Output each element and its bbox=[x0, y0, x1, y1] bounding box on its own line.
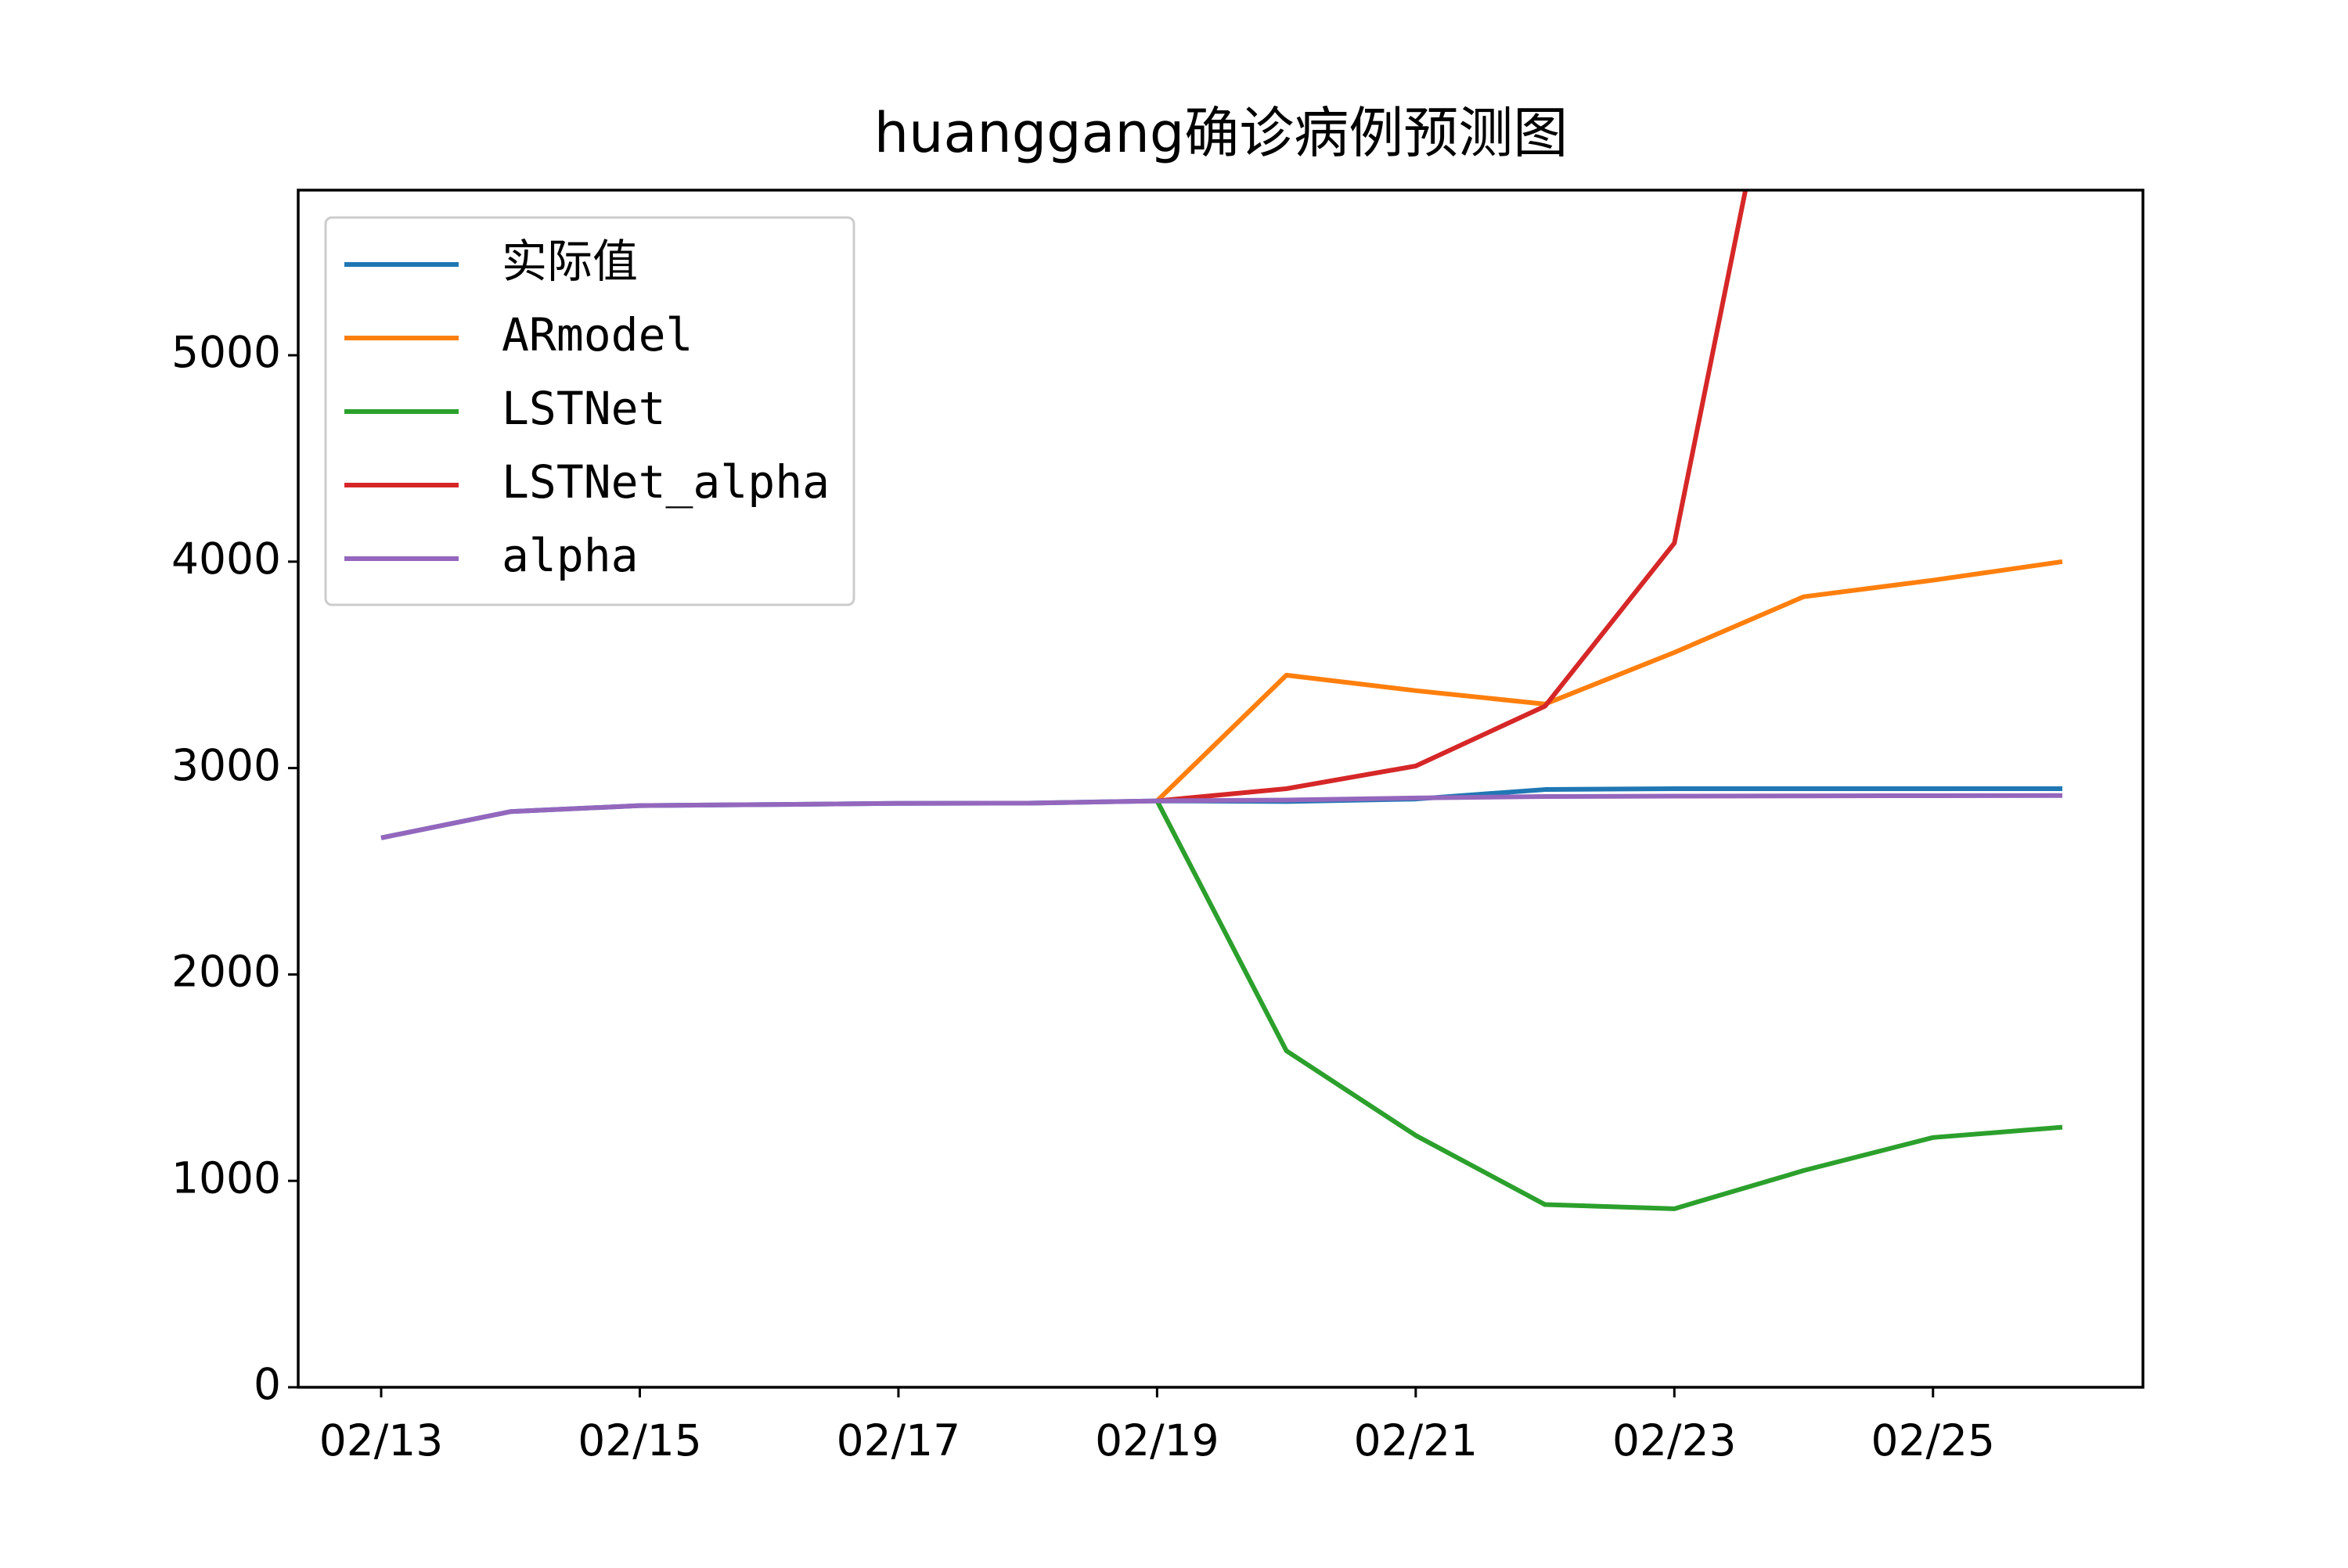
series-line bbox=[1155, 559, 2063, 803]
x-tick-label: 02/25 bbox=[1871, 1415, 1996, 1466]
chart-title: huanggang确诊病例预测图 bbox=[874, 101, 1568, 165]
legend-box bbox=[324, 216, 855, 606]
legend-label: ARmodel bbox=[502, 308, 693, 361]
y-tick-label: 2000 bbox=[171, 947, 281, 997]
y-tick-label: 3000 bbox=[171, 740, 281, 790]
plot-area bbox=[380, 190, 2063, 1211]
x-tick-label: 02/13 bbox=[319, 1415, 444, 1466]
legend-label: LSTNet bbox=[502, 382, 666, 435]
series-line bbox=[1154, 800, 2063, 1211]
x-tick-label: 02/21 bbox=[1354, 1415, 1478, 1466]
y-tick-label: 0 bbox=[254, 1359, 281, 1409]
x-tick-label: 02/19 bbox=[1095, 1415, 1219, 1466]
x-tick-label: 02/15 bbox=[578, 1415, 702, 1466]
series-line bbox=[1157, 190, 1748, 804]
axes-frame bbox=[297, 189, 2145, 1389]
x-tick-label: 02/23 bbox=[1612, 1415, 1737, 1466]
y-tick-label: 5000 bbox=[171, 327, 281, 377]
y-tick-label: 4000 bbox=[171, 534, 281, 584]
legend-label: LSTNet_alpha bbox=[502, 455, 830, 509]
x-tick-label: 02/17 bbox=[837, 1415, 961, 1466]
legend-label: alpha bbox=[502, 529, 639, 582]
series-line bbox=[380, 793, 2063, 840]
legend-label: 实际值 bbox=[502, 235, 638, 288]
y-tick-label: 1000 bbox=[171, 1153, 281, 1203]
